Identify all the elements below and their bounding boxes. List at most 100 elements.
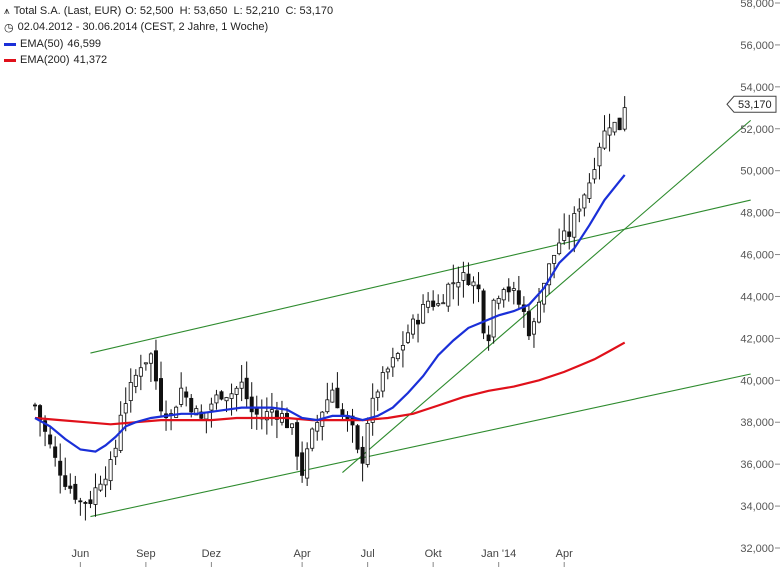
y-tick-label: 48,000	[740, 208, 774, 220]
candle	[486, 325, 491, 351]
y-tick-label: 58,000	[740, 0, 774, 10]
x-tick-label: Sep	[136, 548, 156, 560]
ema50-value: 46,599	[67, 38, 102, 50]
legend-ema50: EMA(50) 46,599	[4, 37, 105, 51]
candle	[123, 387, 128, 432]
candle	[405, 324, 410, 344]
candle	[582, 193, 587, 217]
candle	[239, 365, 244, 402]
candle	[451, 264, 456, 300]
candle	[128, 368, 133, 413]
trendline-1[interactable]	[90, 199, 751, 354]
candle	[113, 439, 118, 466]
candle	[466, 262, 471, 286]
candle	[562, 213, 567, 245]
candle	[340, 403, 345, 420]
candle	[58, 443, 63, 494]
x-tick-label: Apr	[556, 548, 573, 560]
candle	[83, 500, 88, 521]
y-tick-label: 34,000	[740, 501, 774, 513]
candle	[491, 298, 496, 344]
last-price-label: 53,170	[738, 99, 772, 111]
candle	[521, 296, 526, 328]
candle	[552, 254, 557, 279]
chart-type-icon[interactable]: ⩚	[4, 5, 10, 17]
trendline-3[interactable]	[342, 119, 752, 473]
y-axis: 58,000 56,000 54,000 52,000 50,000 48,000 46,0…	[740, 0, 780, 555]
clock-icon: ◷	[4, 21, 14, 34]
candle	[68, 473, 73, 494]
candle	[410, 314, 415, 339]
x-axis: Jun Sep Dez Apr Jul Okt Jan '14 Apr	[71, 548, 573, 567]
ema50-line	[34, 174, 626, 453]
candle	[526, 303, 531, 341]
candle	[531, 317, 536, 348]
candle	[290, 423, 295, 435]
candle	[279, 400, 284, 426]
candle	[300, 441, 305, 483]
candle	[335, 372, 340, 409]
candle	[158, 361, 163, 416]
x-tick-label: Jun	[71, 548, 89, 560]
y-tick-label: 38,000	[740, 417, 774, 429]
y-tick-label: 56,000	[740, 40, 774, 52]
candle	[395, 351, 400, 362]
candle	[269, 392, 274, 426]
candle	[33, 402, 38, 411]
candle	[133, 369, 138, 394]
y-tick-label: 40,000	[740, 375, 774, 387]
candle	[43, 415, 48, 447]
candle	[511, 281, 516, 305]
ema50-label: EMA(50)	[20, 38, 64, 50]
candle	[244, 361, 249, 407]
candle	[229, 383, 234, 416]
candle	[476, 272, 481, 303]
candlesticks	[33, 96, 627, 521]
candle	[567, 214, 572, 250]
header-line-2: ◷ 02.04.2012 - 30.06.2014 (CEST, 2 Jahre…	[4, 20, 272, 34]
y-tick-label: 32,000	[740, 543, 774, 555]
date-range: 02.04.2012 - 30.06.2014 (CEST, 2 Jahre, …	[17, 21, 269, 33]
candle	[426, 292, 431, 314]
ema50-swatch	[4, 42, 16, 46]
candle	[179, 372, 184, 408]
candle	[148, 352, 153, 382]
candle	[506, 278, 511, 302]
candle	[214, 389, 219, 410]
candle	[184, 386, 189, 407]
moving-averages	[34, 174, 626, 453]
candle	[441, 294, 446, 305]
candle	[587, 173, 592, 203]
candle	[612, 121, 617, 136]
candle	[103, 466, 108, 498]
candle	[355, 424, 360, 454]
x-tick-label: Dez	[202, 548, 222, 560]
candle	[204, 411, 209, 434]
y-tick-label: 50,000	[740, 166, 774, 178]
candle	[108, 451, 113, 490]
candle	[380, 366, 385, 398]
candle	[597, 142, 602, 180]
trendline-2[interactable]	[90, 373, 751, 518]
ema200-label: EMA(200)	[20, 54, 70, 66]
candle	[416, 313, 421, 343]
candle	[234, 386, 239, 412]
candle	[431, 290, 436, 311]
candle	[295, 418, 300, 471]
candle	[48, 425, 53, 449]
x-tick-label: Jul	[361, 548, 375, 560]
ema200-line	[34, 341, 626, 426]
y-tick-label: 42,000	[740, 333, 774, 345]
candle	[577, 198, 582, 223]
candle	[73, 475, 78, 504]
candle	[219, 390, 224, 401]
candle	[249, 382, 254, 430]
candle	[88, 490, 93, 509]
last-price-marker: 53,170	[726, 95, 777, 113]
candle	[118, 401, 123, 453]
x-tick-label: Jan '14	[481, 548, 516, 560]
x-tick-label: Apr	[294, 548, 311, 560]
candle	[456, 266, 461, 306]
trendlines	[90, 119, 752, 518]
